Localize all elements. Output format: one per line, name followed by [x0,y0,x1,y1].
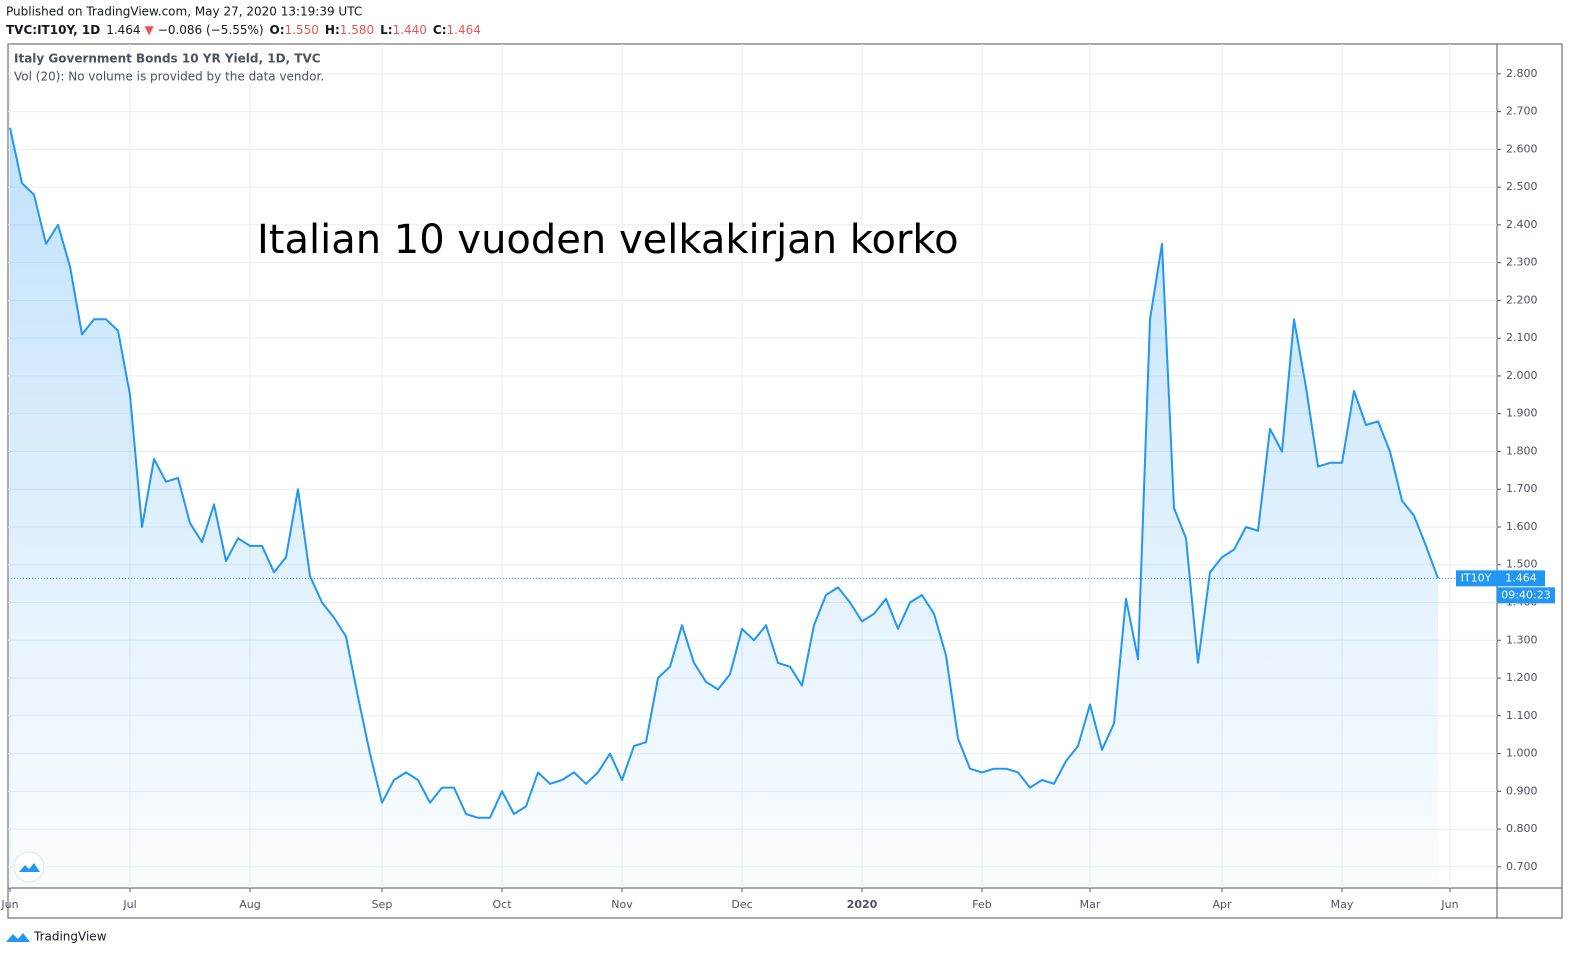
y-tick-label: 2.200 [1506,293,1538,306]
y-tick-label: 1.500 [1506,558,1538,571]
y-tick-label: 2.000 [1506,369,1538,382]
y-tick-label: 2.800 [1506,67,1538,80]
y-tick-label: 2.100 [1506,331,1538,344]
legend-title: Italy Government Bonds 10 YR Yield, 1D, … [14,52,321,66]
price-tag: 1.464 [1505,571,1537,584]
x-tick-label: Apr [1212,898,1232,911]
y-tick-label: 1.600 [1506,520,1538,533]
x-tick-label: Dec [731,898,752,911]
low: 1.440 [393,23,427,37]
high-label: H: [325,23,340,37]
symbol: TVC:IT10Y, 1D [6,23,100,37]
y-tick-label: 1.800 [1506,444,1538,457]
y-tick-label: 0.900 [1506,784,1538,797]
arrow: ▼ [145,23,155,37]
y-tick-label: 1.900 [1506,407,1538,420]
x-tick-label: Sep [372,898,393,911]
high: 1.580 [340,23,374,37]
y-tick-label: 1.100 [1506,709,1538,722]
x-tick-label: May [1331,898,1354,911]
footer-logo [6,933,30,942]
y-tick-label: 1.700 [1506,482,1538,495]
frame [7,43,1563,919]
y-tick-label: 1.300 [1506,633,1538,646]
y-tick-label: 2.300 [1506,256,1538,269]
low-label: L: [380,23,392,37]
price-tag-name: IT10Y [1461,571,1492,584]
x-tick-label: Feb [972,898,991,911]
close: 1.464 [447,23,481,37]
annotation: Italian 10 vuoden velkakirjan korko [257,217,959,263]
y-tick-label: 0.800 [1506,822,1538,835]
countdown-bg [1497,587,1555,604]
y-tick-label: 0.700 [1506,860,1538,873]
plot [8,44,1497,889]
published: Published on TradingView.com, May 27, 20… [6,5,362,19]
x-tick-label: Oct [492,898,512,911]
y-tick-label: 1.000 [1506,747,1538,760]
y-tick-label: 2.700 [1506,105,1538,118]
legend-volume: Vol (20): No volume is provided by the d… [14,70,324,84]
y-tick-label: 2.400 [1506,218,1538,231]
logo-badge [13,851,45,883]
change: −0.086 (−5.55%) [158,23,264,37]
line [9,127,1439,819]
x-tick-label: Jul [122,898,136,911]
y-tick-label: 2.500 [1506,180,1538,193]
open-label: O: [270,23,285,37]
last: 1.464 [106,23,140,37]
x-tick-label: Jun [0,898,18,911]
x-tick-label: Mar [1080,898,1101,911]
x-tick-label: Aug [239,898,260,911]
x-tick-label: 2020 [847,898,878,911]
y-tick-label: 2.600 [1506,142,1538,155]
countdown: 09:40:23 [1501,588,1550,601]
header-text: TVC:IT10Y, 1D 1.464 ▼ −0.086 (−5.55%) O:1.55… [6,23,481,37]
open: 1.550 [285,23,319,37]
footer-brand: TradingView [33,930,107,944]
price-tag-bg [1497,570,1545,587]
x-tick-label: Nov [611,898,633,911]
x-tick-label: Jun [1440,898,1458,911]
price-tag-name-bg [1456,570,1497,587]
y-tick-label: 1.200 [1506,671,1538,684]
close-label: C: [433,23,447,37]
